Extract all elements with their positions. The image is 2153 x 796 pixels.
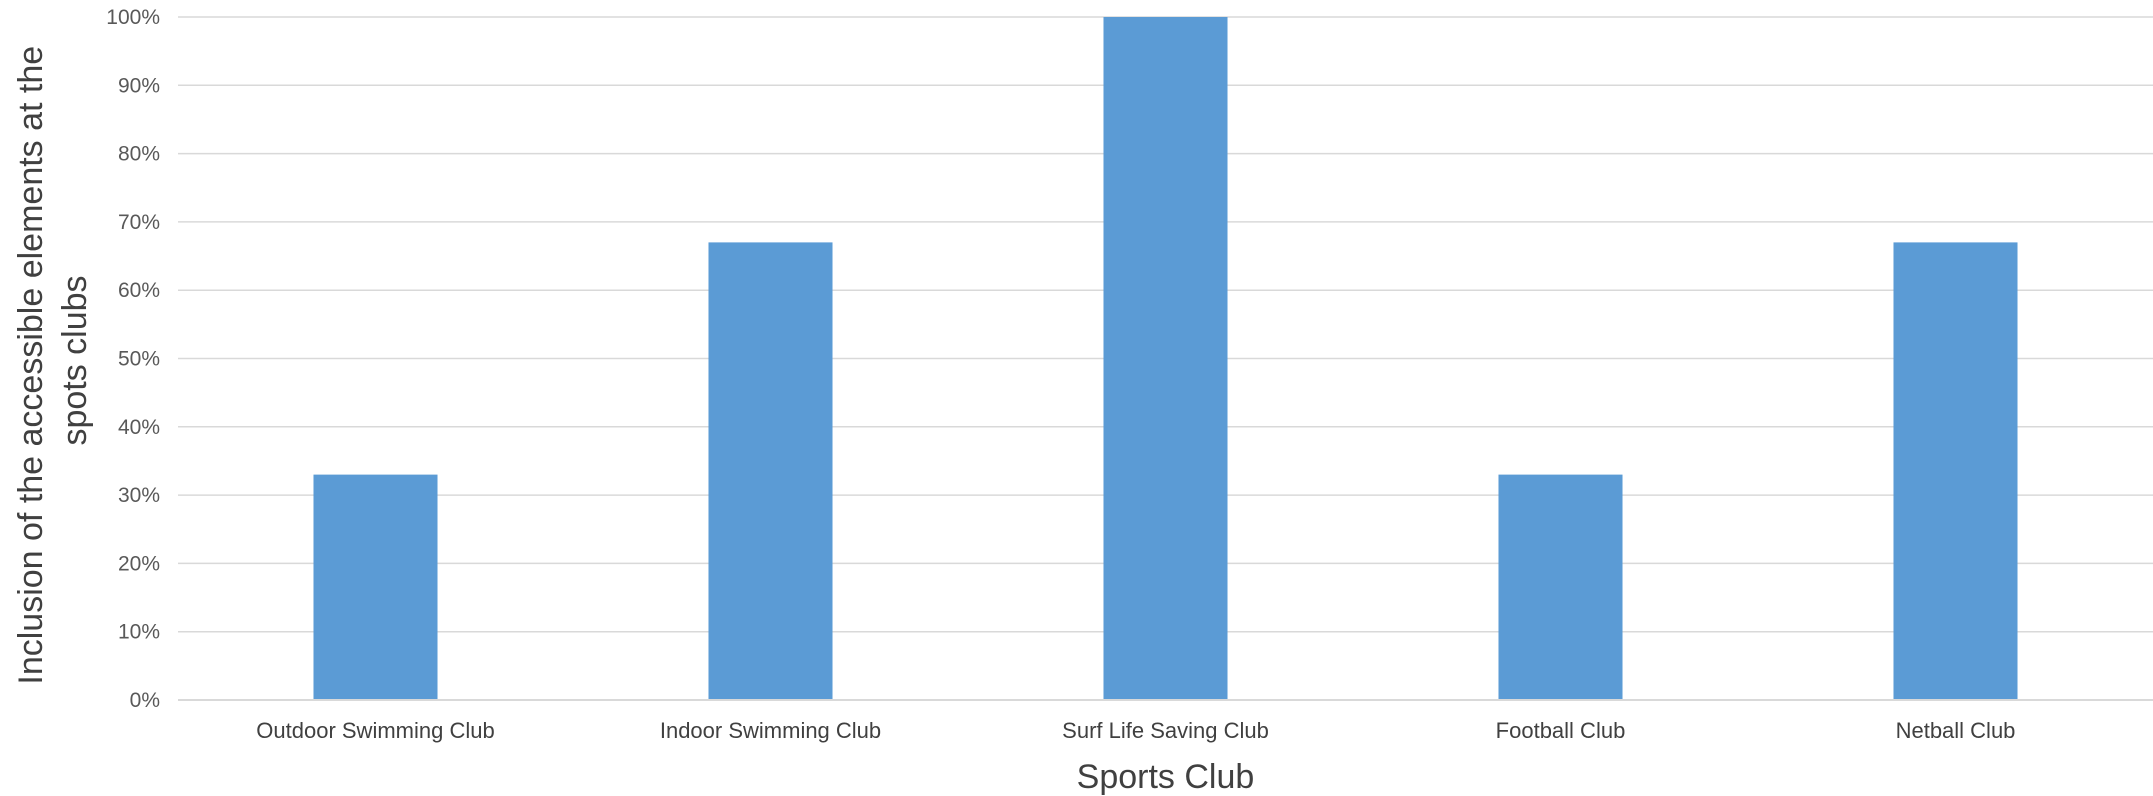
x-category-label: Surf Life Saving Club: [1062, 718, 1269, 743]
x-category-label: Indoor Swimming Club: [660, 718, 881, 743]
y-tick-label: 10%: [118, 621, 160, 644]
y-tick-label: 80%: [118, 143, 160, 166]
y-axis-title: Inclusion of the accessible elements at …: [12, 36, 94, 684]
x-axis-title: Sports Club: [1077, 758, 1255, 796]
y-tick-label: 0%: [130, 689, 160, 712]
bar: [1103, 17, 1228, 700]
y-tick-label: 30%: [118, 484, 160, 507]
y-tick-label: 40%: [118, 416, 160, 439]
y-axis-title-line-2: spots clubs: [56, 275, 94, 445]
y-axis-ticks: 0% 10% 20% 30% 40% 50% 60% 70% 80% 90% 100%: [106, 6, 160, 712]
y-tick-label: 70%: [118, 211, 160, 234]
y-axis-title-line-1: Inclusion of the accessible elements at …: [12, 46, 50, 685]
y-tick-label: 90%: [118, 74, 160, 97]
y-tick-label: 60%: [118, 279, 160, 302]
bars: [313, 17, 2018, 700]
bar: [1893, 242, 2018, 700]
bar: [1498, 474, 1623, 700]
y-tick-label: 50%: [118, 348, 160, 371]
y-tick-label: 20%: [118, 552, 160, 575]
bar: [313, 474, 438, 700]
x-axis-categories: Outdoor Swimming Club Indoor Swimming Clu…: [256, 718, 2015, 743]
bar: [708, 242, 833, 700]
y-tick-label: 100%: [106, 6, 160, 29]
x-category-label: Netball Club: [1896, 718, 2016, 743]
x-category-label: Football Club: [1496, 718, 1626, 743]
x-category-label: Outdoor Swimming Club: [256, 718, 494, 743]
